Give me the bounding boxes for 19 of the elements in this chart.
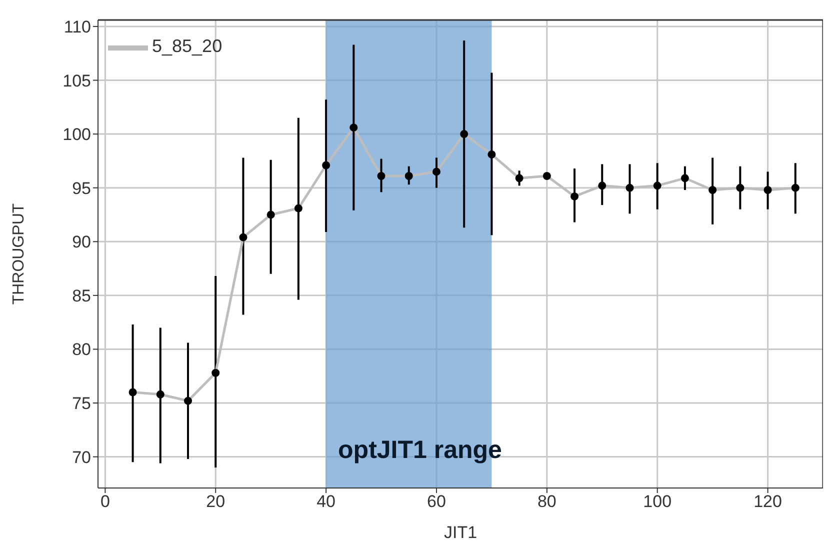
- x-tick-label: 120: [754, 492, 782, 512]
- y-axis-title: THROUGPUT: [10, 203, 28, 305]
- y-tick-label: 75: [72, 394, 91, 414]
- x-tick-label: 100: [643, 492, 672, 512]
- x-tick-label: 20: [206, 492, 226, 512]
- y-tick-label: 95: [72, 178, 91, 198]
- y-tick-label: 110: [64, 17, 91, 36]
- y-tick-label: 70: [72, 448, 91, 467]
- y-tick-label: 80: [72, 340, 91, 360]
- x-axis-title: JIT1: [444, 523, 478, 542]
- x-tick-label: 60: [427, 492, 446, 512]
- x-tick-label: 0: [100, 492, 110, 512]
- y-tick-label: 100: [62, 125, 91, 144]
- legend-label: 5_85_20: [152, 36, 222, 56]
- x-tick-label: 40: [316, 492, 336, 512]
- y-tick-label: 85: [72, 286, 91, 306]
- y-tick-label: 90: [72, 232, 91, 252]
- x-tick-label: 80: [537, 492, 556, 512]
- y-tick-label: 105: [62, 71, 91, 90]
